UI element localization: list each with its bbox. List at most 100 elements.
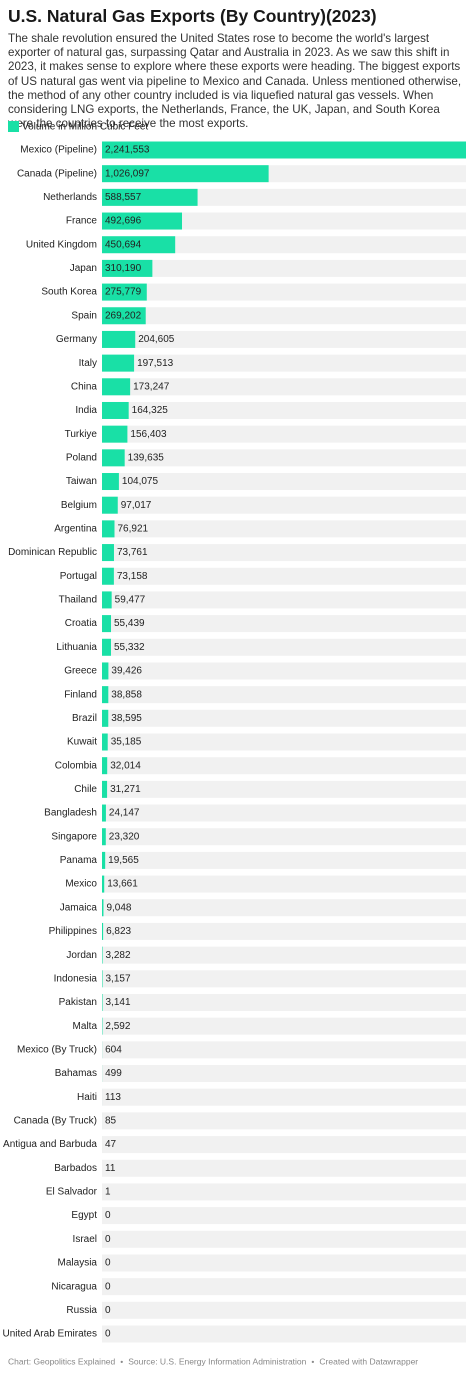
footer-text: Chart: Geopolitics Explained xyxy=(8,1356,116,1366)
bar-background xyxy=(102,378,466,396)
value-label: 113 xyxy=(105,1092,121,1103)
y-tick-label: Antigua and Barbuda xyxy=(3,1139,97,1150)
chart-title: U.S. Natural Gas Exports (By Country)(20… xyxy=(8,6,377,26)
value-label: 38,858 xyxy=(111,689,142,700)
value-label: 0 xyxy=(105,1329,111,1340)
bar xyxy=(102,757,108,775)
value-label: 0 xyxy=(105,1210,111,1221)
y-tick-label: China xyxy=(71,381,98,392)
bar xyxy=(102,425,128,443)
bar-background xyxy=(102,922,466,940)
value-label: 85 xyxy=(105,1116,117,1127)
y-tick-label: Singapore xyxy=(51,831,97,842)
y-tick-label: Mexico (By Truck) xyxy=(17,1044,97,1055)
bar-background xyxy=(102,638,466,656)
bar-background xyxy=(102,1183,466,1201)
y-tick-label: Canada (By Truck) xyxy=(14,1116,97,1127)
y-tick-label: Colombia xyxy=(55,760,98,771)
bar xyxy=(102,188,198,206)
value-label: 2,241,553 xyxy=(105,145,150,156)
bar-background xyxy=(102,662,466,680)
bar-background xyxy=(102,1207,466,1225)
footer-separator: • xyxy=(311,1356,314,1366)
value-label: 39,426 xyxy=(111,666,142,677)
y-tick-label: Mexico xyxy=(65,879,97,890)
y-tick-label: Bahamas xyxy=(55,1068,97,1079)
bar xyxy=(102,378,131,396)
bar xyxy=(102,307,146,325)
value-label: 97,017 xyxy=(121,500,152,511)
value-label: 0 xyxy=(105,1234,111,1245)
value-label: 38,595 xyxy=(111,713,142,724)
y-tick-label: Germany xyxy=(56,334,97,345)
bar-background xyxy=(102,496,466,514)
bar xyxy=(102,709,109,727)
bar xyxy=(102,283,147,301)
bar xyxy=(102,946,103,964)
bar xyxy=(102,922,104,940)
bar-background xyxy=(102,1112,466,1130)
bar xyxy=(102,567,114,585)
y-tick-label: Nicaragua xyxy=(51,1281,97,1292)
footer-text: Created with Datawrapper xyxy=(319,1356,418,1366)
y-tick-label: Philippines xyxy=(49,926,97,937)
bar xyxy=(102,473,119,491)
bar-background xyxy=(102,615,466,633)
bar-background xyxy=(102,1136,466,1154)
bar-background xyxy=(102,259,466,277)
y-tick-label: India xyxy=(75,405,97,416)
y-tick-label: Jordan xyxy=(66,950,97,961)
bar xyxy=(102,330,136,348)
value-label: 269,202 xyxy=(105,310,142,321)
y-tick-label: Barbados xyxy=(54,1163,97,1174)
bar-background xyxy=(102,1325,466,1343)
y-tick-label: Indonesia xyxy=(54,973,98,984)
bar xyxy=(102,993,103,1011)
y-tick-label: Greece xyxy=(64,666,97,677)
footer-text: Source: U.S. Energy Information Administ… xyxy=(128,1356,306,1366)
bar xyxy=(102,638,111,656)
value-label: 604 xyxy=(105,1044,122,1055)
y-tick-label: Brazil xyxy=(72,713,97,724)
value-label: 55,332 xyxy=(114,642,145,653)
value-label: 204,605 xyxy=(138,334,175,345)
bar-background xyxy=(102,686,466,704)
bar-background xyxy=(102,1017,466,1035)
y-tick-label: Netherlands xyxy=(43,192,97,203)
y-tick-label: Russia xyxy=(66,1305,97,1316)
value-label: 3,157 xyxy=(106,973,131,984)
y-tick-label: United Arab Emirates xyxy=(3,1329,98,1340)
y-tick-label: South Korea xyxy=(41,287,97,298)
bar-background xyxy=(102,354,466,372)
value-label: 173,247 xyxy=(133,381,170,392)
value-label: 55,439 xyxy=(114,618,145,629)
y-tick-label: Belgium xyxy=(61,500,97,511)
value-label: 31,271 xyxy=(110,784,141,795)
value-label: 104,075 xyxy=(122,476,159,487)
value-label: 13,661 xyxy=(107,879,138,890)
bar xyxy=(102,970,103,988)
bar-background xyxy=(102,828,466,846)
value-label: 197,513 xyxy=(137,358,174,369)
y-tick-label: Poland xyxy=(66,452,97,463)
bar-background xyxy=(102,1159,466,1177)
bar-background xyxy=(102,1041,466,1059)
bar-background xyxy=(102,851,466,869)
bar-background xyxy=(102,425,466,443)
bar xyxy=(102,780,108,798)
legend-label: Volume in Million Cubic Feet xyxy=(22,122,148,133)
bar xyxy=(102,165,269,183)
bar-background xyxy=(102,567,466,585)
value-label: 73,158 xyxy=(117,571,148,582)
y-tick-label: Japan xyxy=(70,263,97,274)
bar-background xyxy=(102,970,466,988)
bar-background xyxy=(102,1065,466,1083)
bar xyxy=(102,804,106,822)
bar-background xyxy=(102,520,466,538)
y-tick-label: Thailand xyxy=(59,595,97,606)
y-tick-label: Haiti xyxy=(77,1092,97,1103)
y-tick-label: Panama xyxy=(60,855,98,866)
bar xyxy=(102,401,129,419)
value-label: 492,696 xyxy=(105,216,142,227)
